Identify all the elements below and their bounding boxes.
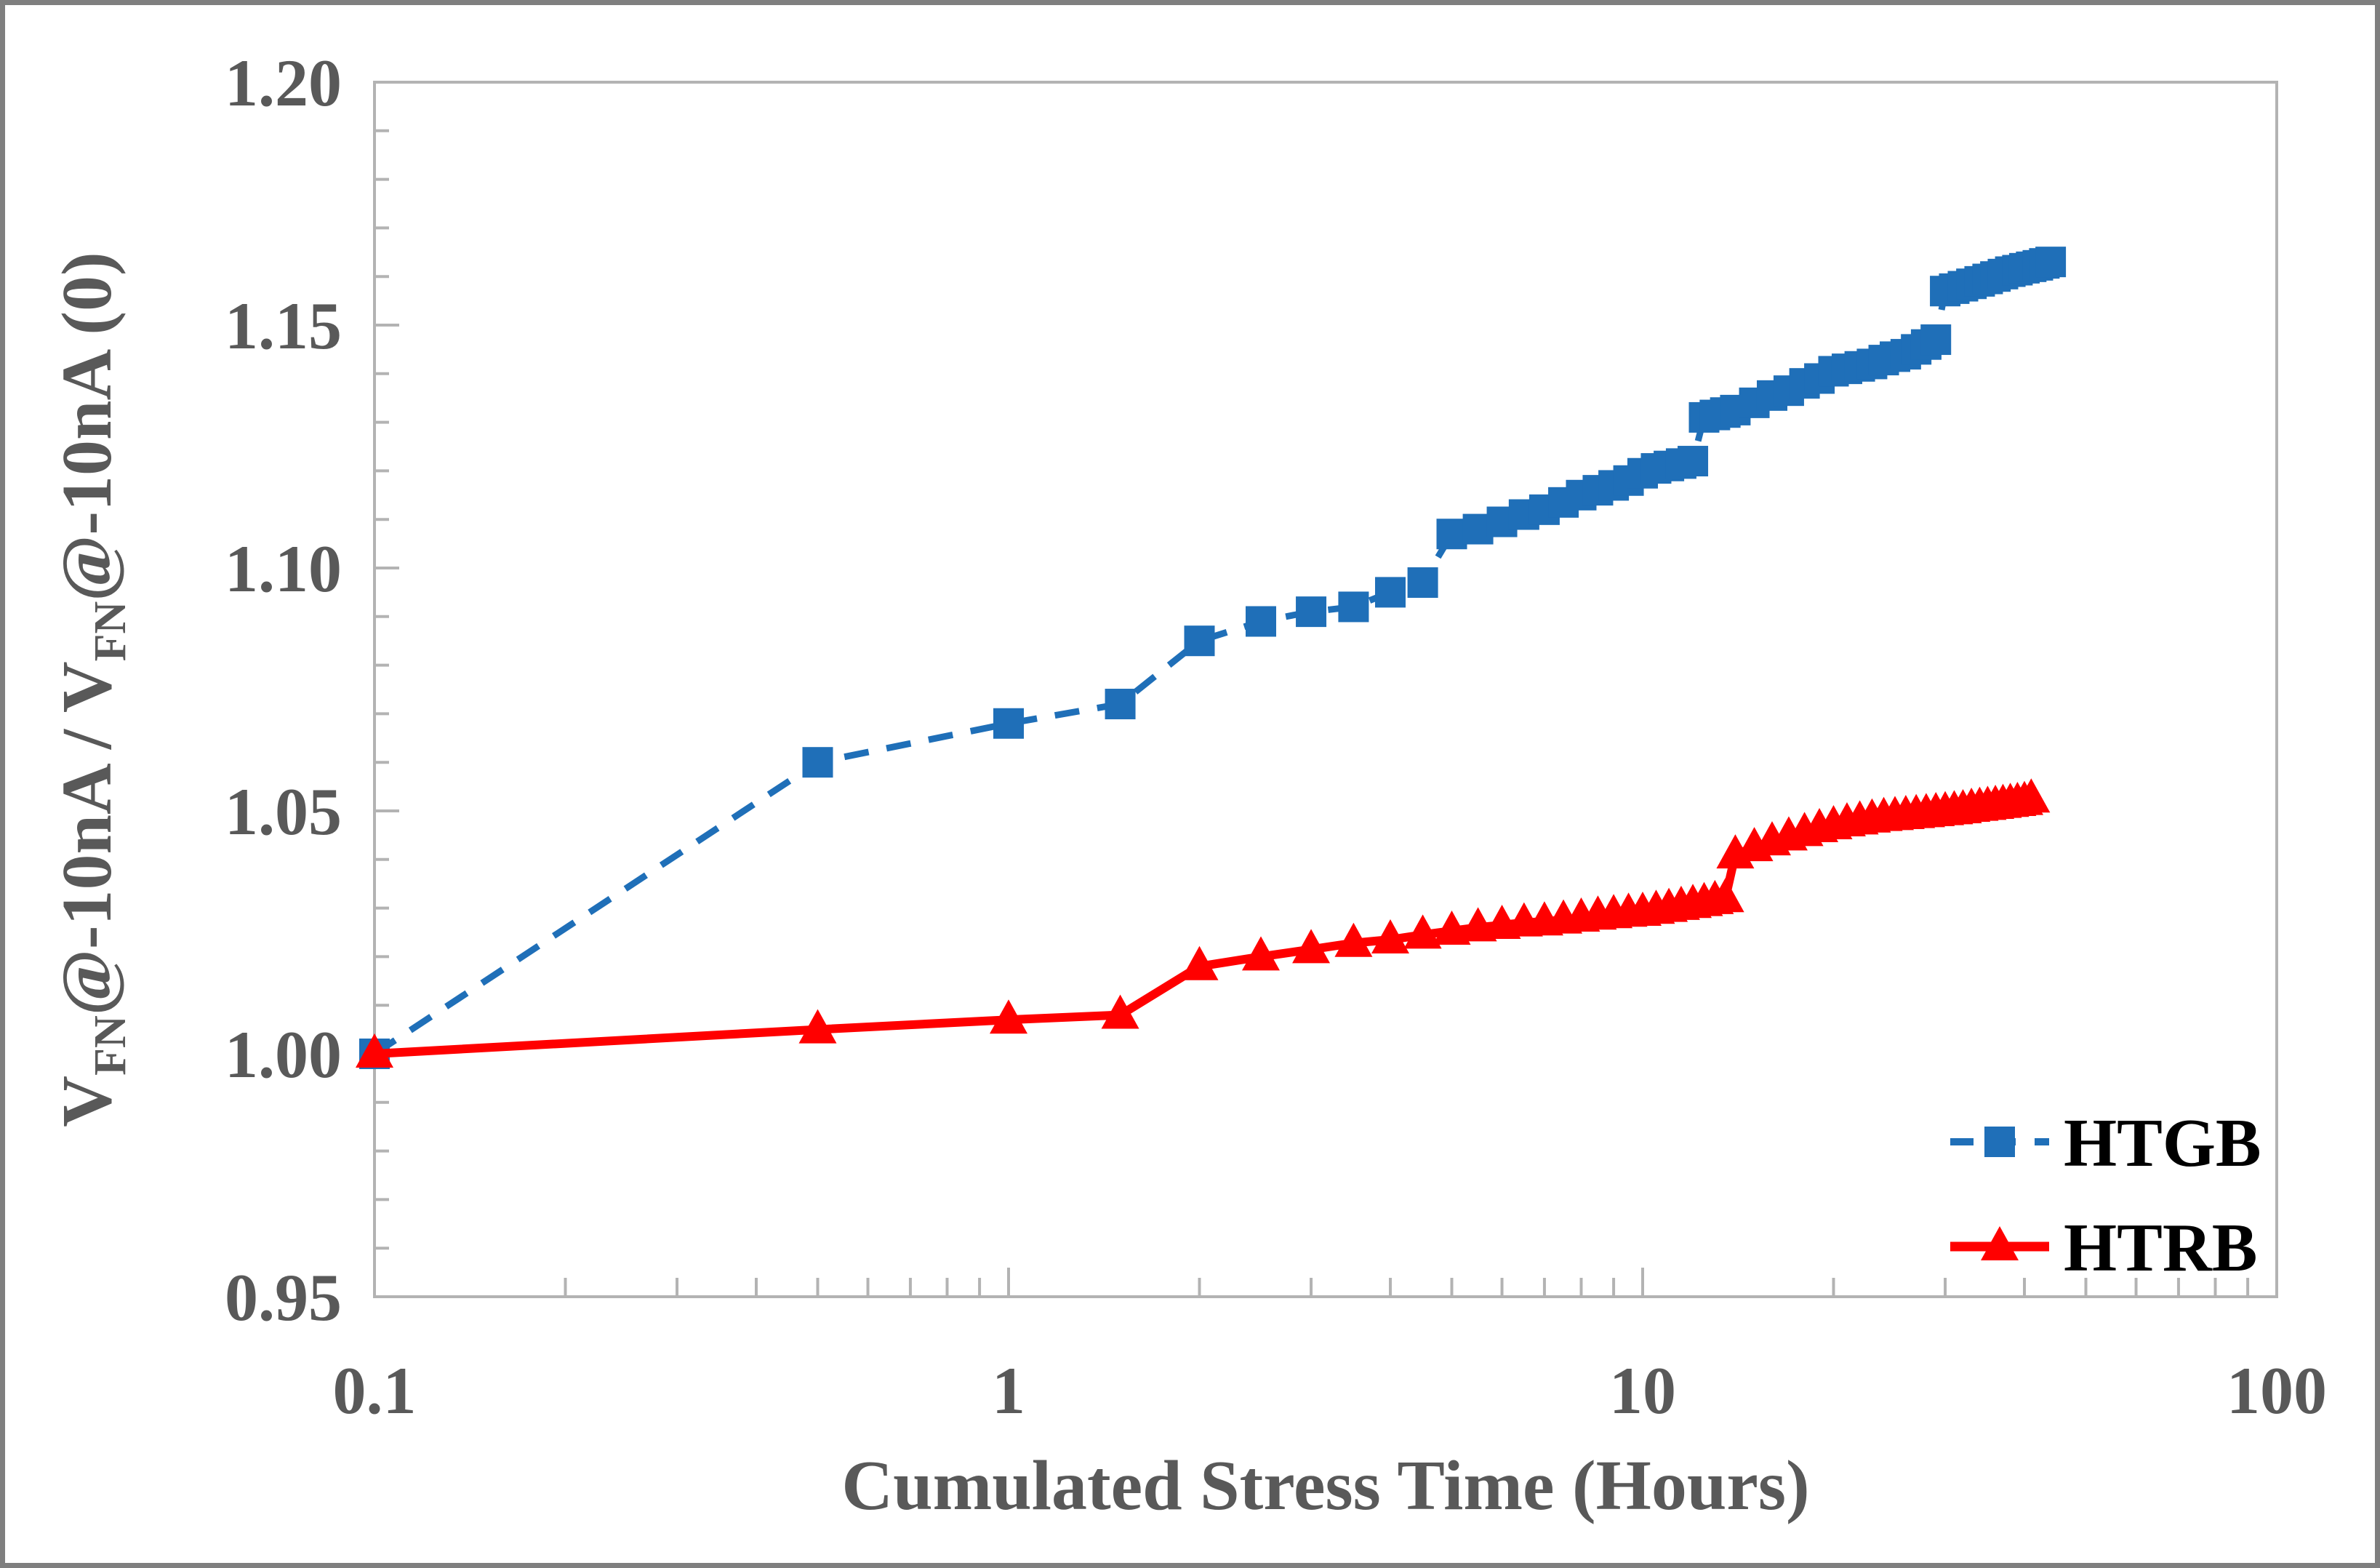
triangle-marker	[1334, 922, 1373, 957]
square-marker	[802, 747, 833, 778]
triangle-marker	[1371, 919, 1409, 954]
triangle-marker	[798, 1009, 837, 1044]
square-marker	[1296, 596, 1327, 628]
plot-frame	[373, 81, 2278, 1298]
y-tick-label: 1.15	[225, 289, 342, 363]
x-tick-label: 1	[992, 1353, 1025, 1428]
square-marker	[1678, 446, 1709, 477]
x-axis: 0.1 1 10 100	[333, 1268, 2327, 1428]
triangle-marker	[1433, 910, 1471, 945]
triangle-marker	[990, 999, 1027, 1034]
series-htgb	[359, 247, 2067, 1069]
triangle-marker	[1242, 936, 1281, 971]
x-tick-label: 100	[2227, 1353, 2327, 1428]
triangle-marker	[1403, 914, 1442, 949]
triangle-marker	[1101, 994, 1139, 1029]
y-tick-label: 1.20	[225, 46, 342, 120]
triangle-marker	[1706, 878, 1744, 913]
y-axis: 0.95 1.00 1.05 1.10 1.15 1.20	[225, 46, 399, 1335]
square-marker	[1374, 577, 1406, 608]
series-htrb	[356, 778, 2051, 1068]
triangle-marker	[1180, 945, 1219, 980]
y-tick-label: 0.95	[225, 1260, 342, 1335]
triangle-marker	[356, 1033, 393, 1068]
plot-area: 0.95 1.00 1.05 1.10 1.15 1.20 0.1 1 10 100 HTGB HTR…	[225, 46, 2327, 1428]
square-marker	[1105, 689, 1136, 720]
triangle-marker	[2012, 778, 2051, 813]
square-marker	[1246, 606, 1277, 637]
y-axis-title: VFN@-10nA / VFN@-10nA (0)	[48, 252, 135, 1127]
y-tick-label: 1.00	[225, 1017, 342, 1092]
square-marker	[2035, 247, 2067, 278]
legend: HTGB HTRB	[1950, 1105, 2261, 1286]
triangle-marker	[1981, 1226, 2019, 1260]
square-marker	[1338, 591, 1369, 623]
y-axis-title-group: VFN@-10nA / VFN@-10nA (0)	[48, 252, 135, 1127]
y-tick-label: 1.05	[225, 775, 342, 849]
legend-label-htrb: HTRB	[2064, 1210, 2257, 1286]
square-marker	[1984, 1127, 2015, 1157]
x-tick-label: 0.1	[333, 1353, 417, 1428]
square-marker	[1407, 567, 1438, 599]
square-marker	[993, 708, 1024, 739]
square-marker	[1184, 625, 1215, 657]
square-marker	[1920, 324, 1952, 356]
x-tick-label: 10	[1609, 1353, 1676, 1428]
triangle-marker	[1292, 929, 1331, 964]
x-axis-title: Cumulated Stress Time (Hours)	[841, 1447, 1809, 1525]
y-tick-label: 1.10	[225, 532, 342, 606]
square-marker	[1436, 519, 1467, 550]
legend-label-htgb: HTGB	[2064, 1105, 2261, 1181]
